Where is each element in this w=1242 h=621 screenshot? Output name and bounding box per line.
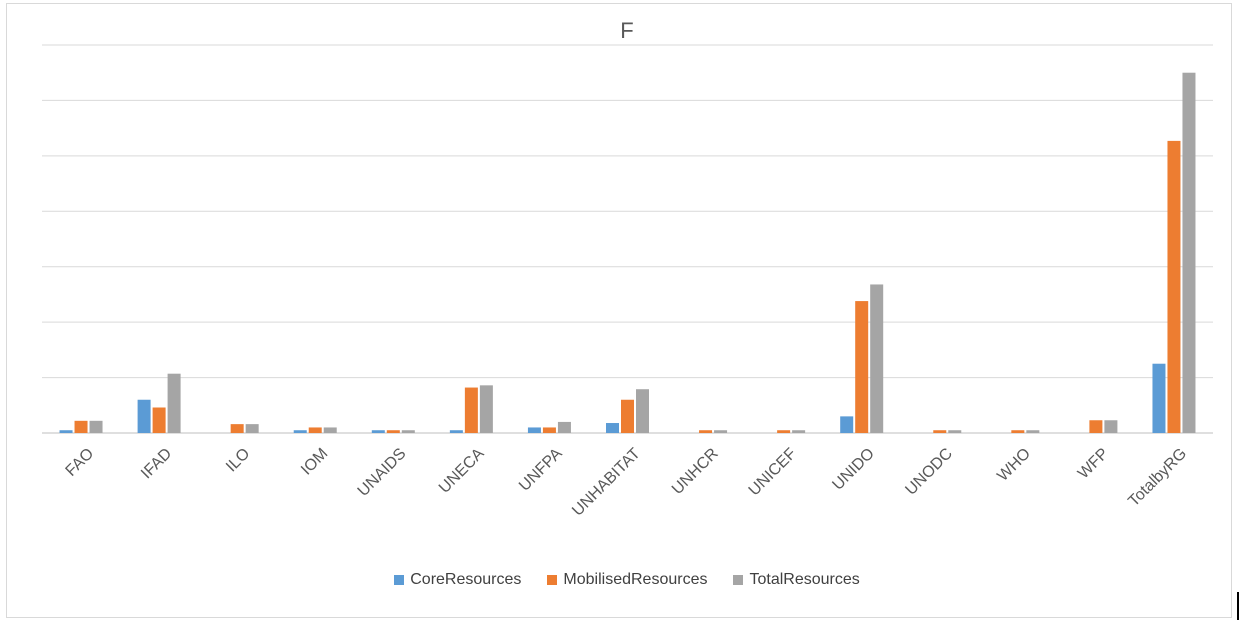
bar-CoreResources-UNECA	[449, 430, 463, 433]
text-cursor	[1237, 592, 1239, 620]
legend-item-MobilisedResources: MobilisedResources	[547, 571, 707, 589]
bar-TotalResources-WHO	[1026, 430, 1040, 433]
bar-CoreResources-TotalbyRG	[1152, 363, 1166, 433]
legend-label: CoreResources	[410, 571, 522, 588]
legend-swatch	[733, 575, 744, 585]
bar-CoreResources-UNAIDS	[371, 430, 385, 433]
bar-TotalResources-UNHCR	[714, 430, 728, 433]
bar-MobilisedResources-UNIDO	[855, 301, 869, 433]
bar-TotalResources-UNHABITAT	[636, 389, 649, 433]
x-tick-label: UNHCR	[669, 445, 722, 498]
bar-MobilisedResources-IFAD	[152, 407, 166, 433]
bar-MobilisedResources-TotalbyRG	[1167, 140, 1181, 434]
bar-TotalResources-UNODC	[948, 430, 962, 433]
bar-CoreResources-IOM	[293, 430, 307, 433]
bar-TotalResources-UNECA	[479, 385, 493, 433]
x-tick-label: WHO	[994, 445, 1034, 485]
x-tick-label: FAO	[63, 445, 98, 480]
x-tick-label: ILO	[223, 445, 253, 475]
bar-TotalResources-UNFPA	[557, 421, 571, 433]
bar-TotalResources-IFAD	[167, 373, 181, 433]
bar-TotalResources-UNICEF	[792, 430, 806, 433]
x-tick-label: TotalbyRG	[1125, 445, 1190, 510]
x-tick-label: UNODC	[902, 445, 956, 499]
legend-label: MobilisedResources	[563, 571, 708, 588]
legend-swatch	[394, 575, 405, 585]
chart-frame	[6, 3, 1232, 618]
x-tick-label: UNHABITAT	[569, 445, 644, 520]
bar-MobilisedResources-UNAIDS	[386, 430, 400, 433]
bar-CoreResources-UNIDO	[840, 416, 854, 433]
bar-TotalResources-WFP	[1104, 420, 1118, 433]
bar-MobilisedResources-WFP	[1089, 420, 1103, 433]
bar-MobilisedResources-UNECA	[464, 387, 478, 433]
bar-MobilisedResources-ILO	[230, 424, 244, 433]
bar-MobilisedResources-UNICEF	[777, 430, 791, 433]
bar-CoreResources-UNHABITAT	[606, 423, 619, 433]
bar-CoreResources-FAO	[59, 430, 73, 433]
bar-MobilisedResources-WHO	[1011, 430, 1025, 433]
x-tick-label: UNICEF	[746, 445, 800, 499]
x-tick-label: IFAD	[138, 445, 175, 482]
bar-TotalResources-TotalbyRG	[1182, 72, 1196, 433]
x-tick-label: UNECA	[436, 445, 488, 497]
bar-CoreResources-UNFPA	[527, 427, 541, 433]
bar-MobilisedResources-UNFPA	[542, 427, 556, 433]
bar-TotalResources-UNAIDS	[401, 430, 415, 433]
bar-TotalResources-UNIDO	[870, 284, 884, 433]
bar-MobilisedResources-UNODC	[933, 430, 947, 433]
bar-TotalResources-FAO	[89, 420, 103, 433]
legend-label: TotalResources	[749, 571, 860, 588]
legend-item-TotalResources: TotalResources	[733, 571, 860, 589]
bar-CoreResources-IFAD	[137, 399, 151, 433]
chart-title: F	[620, 18, 634, 43]
x-tick-label: WFP	[1075, 445, 1112, 482]
bar-TotalResources-IOM	[323, 427, 337, 433]
x-tick-label: IOM	[298, 445, 331, 478]
bar-MobilisedResources-IOM	[308, 427, 322, 433]
bar-MobilisedResources-FAO	[74, 420, 88, 433]
bar-TotalResources-ILO	[245, 424, 259, 433]
x-tick-label: UNAIDS	[355, 445, 410, 500]
chart-legend: CoreResources MobilisedResources TotalReso…	[0, 571, 1242, 589]
x-tick-label: UNFPA	[516, 445, 566, 495]
x-tick-label: UNIDO	[829, 445, 877, 493]
legend-swatch	[547, 575, 558, 585]
legend-item-CoreResources: CoreResources	[394, 571, 521, 589]
bar-MobilisedResources-UNHABITAT	[621, 399, 634, 433]
bar-MobilisedResources-UNHCR	[699, 430, 713, 433]
